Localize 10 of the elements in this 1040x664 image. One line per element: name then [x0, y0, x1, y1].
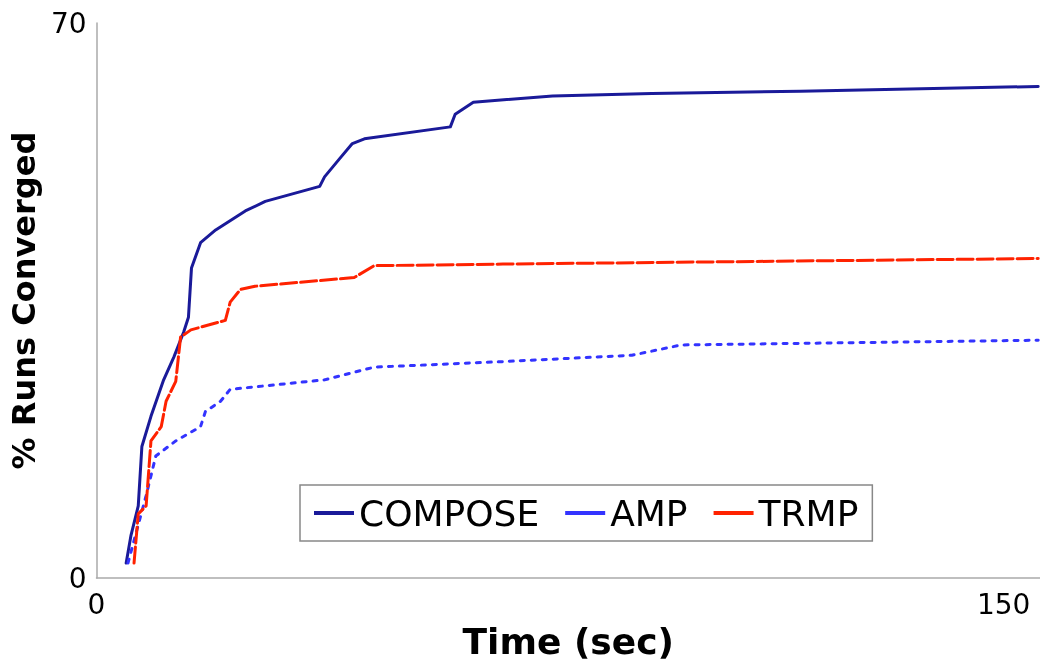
- y-axis-title: % Runs Converged: [5, 131, 43, 470]
- x-tick-label: 150: [976, 587, 1031, 621]
- y-tick-label: 70: [50, 6, 87, 40]
- legend-label: AMP: [610, 492, 688, 534]
- legend-label: COMPOSE: [359, 492, 540, 534]
- line-series: [126, 338, 1040, 565]
- x-axis-title: Time (sec): [462, 620, 674, 662]
- line-series: [124, 84, 1040, 565]
- legend-label: TRMP: [757, 492, 859, 534]
- line-series: [132, 257, 1040, 565]
